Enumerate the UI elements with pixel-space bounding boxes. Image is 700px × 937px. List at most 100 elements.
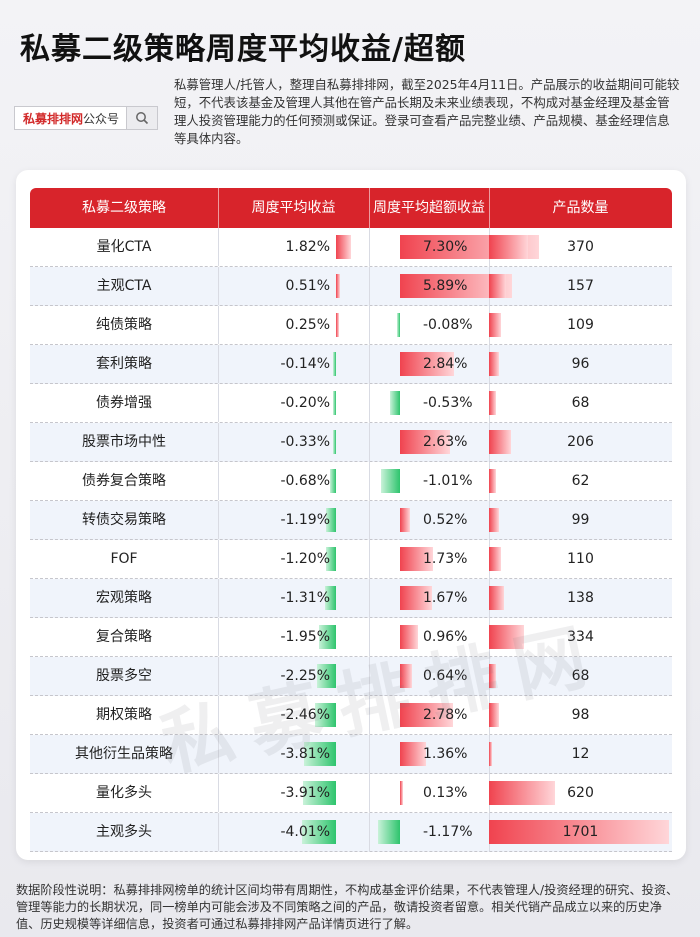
- return-bar: [336, 313, 339, 337]
- excess-value: 2.78%: [423, 707, 468, 723]
- excess-value: 5.89%: [423, 278, 468, 294]
- excess-value: 0.64%: [423, 668, 468, 684]
- excess-bar: [400, 742, 426, 766]
- product-count: 96: [571, 356, 590, 372]
- return-value: -2.25%: [280, 668, 330, 684]
- table-row: 量化多头 -3.91% 0.13% 620: [30, 774, 672, 813]
- return-bar: [301, 820, 336, 844]
- excess-value: 1.36%: [423, 746, 468, 762]
- table-row: 其他衍生品策略 -3.81% 1.36% 12: [30, 735, 672, 774]
- return-bar: [333, 430, 336, 454]
- return-value: -1.20%: [280, 551, 330, 567]
- count-bar: [489, 391, 497, 415]
- return-value: 0.25%: [285, 317, 330, 333]
- header-weekly-return: 周度平均收益: [251, 200, 336, 216]
- search-box[interactable]: 私募排排网公众号: [14, 106, 158, 130]
- excess-value: -1.17%: [423, 824, 473, 840]
- return-bar: [325, 508, 336, 532]
- excess-bar: [400, 352, 454, 376]
- product-count: 620: [567, 785, 594, 801]
- return-bar: [316, 664, 336, 688]
- return-value: 0.51%: [285, 278, 330, 294]
- strategy-name: 宏观策略: [96, 590, 152, 606]
- return-bar: [319, 625, 336, 649]
- product-count: 1701: [562, 824, 599, 840]
- header-product-count: 产品数量: [552, 200, 609, 216]
- product-count: 68: [571, 395, 590, 411]
- return-value: -2.46%: [280, 707, 330, 723]
- count-bar: [489, 274, 506, 298]
- table-row: 量化CTA 1.82% 7.30% 370: [30, 228, 672, 267]
- footer-note: 数据阶段性说明：私募排排网榜单的统计区间均带有周期性，不构成基金评价结果，不代表…: [16, 883, 679, 931]
- excess-value: -0.53%: [423, 395, 473, 411]
- strategy-name: 量化CTA: [96, 239, 152, 255]
- product-count: 370: [567, 239, 594, 255]
- return-value: -1.95%: [280, 629, 330, 645]
- product-count: 334: [567, 629, 594, 645]
- product-count: 109: [567, 317, 594, 333]
- strategy-name: 主观多头: [96, 824, 152, 840]
- count-bar: [489, 781, 555, 805]
- return-value: -4.01%: [280, 824, 330, 840]
- header-weekly-excess: 周度平均超额收益: [373, 200, 485, 216]
- return-value: -0.14%: [280, 356, 330, 372]
- return-value: -3.81%: [280, 746, 330, 762]
- search-label-suffix: 公众号: [83, 111, 120, 126]
- excess-value: 0.96%: [423, 629, 468, 645]
- excess-bar: [400, 703, 453, 727]
- return-bar: [325, 547, 336, 571]
- count-bar: [489, 625, 525, 649]
- strategy-name: FOF: [110, 551, 138, 567]
- product-count: 62: [571, 473, 590, 489]
- return-value: -0.33%: [280, 434, 330, 450]
- page-title: 私募二级策略周度平均收益/超额: [20, 32, 466, 67]
- product-count: 99: [571, 512, 590, 528]
- search-icon[interactable]: [126, 107, 157, 129]
- disclaimer-notice: 私募管理人/托管人，整理自私募排排网，截至2025年4月11日。产品展示的收益期…: [174, 77, 680, 146]
- return-bar: [336, 274, 341, 298]
- return-bar: [333, 352, 336, 376]
- count-bar: [489, 469, 496, 493]
- excess-bar: [400, 430, 450, 454]
- table-row: 股票多空 -2.25% 0.64% 68: [30, 657, 672, 696]
- return-value: -3.91%: [280, 785, 330, 801]
- excess-value: 2.84%: [423, 356, 468, 372]
- return-bar: [333, 391, 336, 415]
- return-value: -1.31%: [280, 590, 330, 606]
- excess-bar: [400, 664, 413, 688]
- table-row: 股票市场中性 -0.33% 2.63% 206: [30, 423, 672, 462]
- excess-bar: [397, 313, 400, 337]
- table-header: 私募二级策略 周度平均收益 周度平均超额收益 产品数量: [30, 188, 672, 228]
- count-bar: [489, 820, 669, 844]
- strategy-name: 股票多空: [96, 668, 152, 684]
- product-count: 157: [567, 278, 594, 294]
- product-count: 12: [571, 746, 590, 762]
- count-bar: [489, 352, 500, 376]
- product-count: 206: [567, 434, 594, 450]
- return-value: -1.19%: [280, 512, 330, 528]
- table-row: 主观多头 -4.01% -1.17% 1701: [30, 813, 672, 852]
- excess-value: 1.73%: [423, 551, 468, 567]
- return-bar: [303, 742, 336, 766]
- table-row: 套利策略 -0.14% 2.84% 96: [30, 345, 672, 384]
- strategy-name: 股票市场中性: [82, 434, 166, 450]
- table-row: 主观CTA 0.51% 5.89% 157: [30, 267, 672, 306]
- product-count: 98: [571, 707, 590, 723]
- table-row: FOF -1.20% 1.73% 110: [30, 540, 672, 579]
- table-row: 债券增强 -0.20% -0.53% 68: [30, 384, 672, 423]
- count-bar: [489, 508, 500, 532]
- count-bar: [489, 547, 501, 571]
- table-row: 宏观策略 -1.31% 1.67% 138: [30, 579, 672, 618]
- strategy-name: 转债交易策略: [82, 512, 166, 528]
- table-row: 复合策略 -1.95% 0.96% 334: [30, 618, 672, 657]
- count-bar: [489, 235, 529, 259]
- return-value: 1.82%: [285, 239, 330, 255]
- excess-value: 0.52%: [423, 512, 468, 528]
- search-label: 私募排排网公众号: [15, 110, 126, 127]
- strategy-name: 债券复合策略: [82, 473, 166, 489]
- count-bar: [489, 313, 501, 337]
- product-count: 68: [571, 668, 590, 684]
- excess-value: 1.67%: [423, 590, 468, 606]
- excess-bar: [400, 625, 419, 649]
- excess-bar: [377, 820, 400, 844]
